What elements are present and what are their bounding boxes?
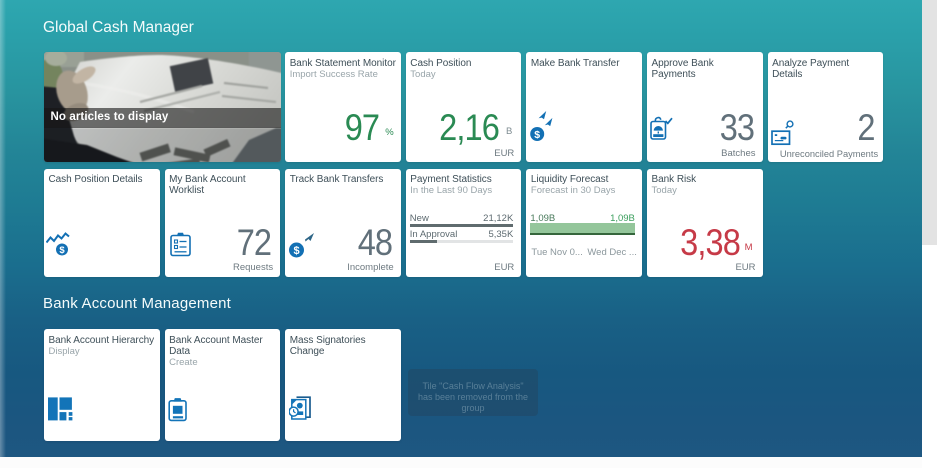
svg-text:$: $ [59, 245, 65, 256]
svg-text:$: $ [294, 245, 300, 257]
svg-text:$: $ [535, 129, 541, 141]
